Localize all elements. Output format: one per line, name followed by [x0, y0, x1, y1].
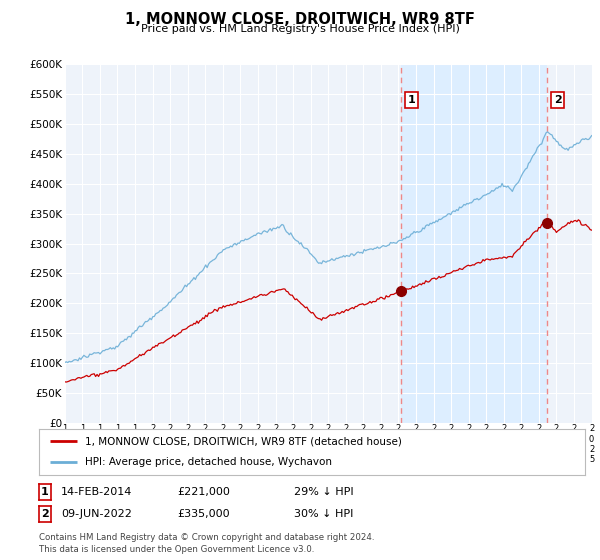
Text: 1, MONNOW CLOSE, DROITWICH, WR9 8TF: 1, MONNOW CLOSE, DROITWICH, WR9 8TF — [125, 12, 475, 27]
Text: 2: 2 — [41, 509, 49, 519]
Text: 09-JUN-2022: 09-JUN-2022 — [61, 509, 132, 519]
Text: 1: 1 — [41, 487, 49, 497]
Text: 14-FEB-2014: 14-FEB-2014 — [61, 487, 133, 497]
Text: Price paid vs. HM Land Registry's House Price Index (HPI): Price paid vs. HM Land Registry's House … — [140, 24, 460, 34]
Text: 1, MONNOW CLOSE, DROITWICH, WR9 8TF (detached house): 1, MONNOW CLOSE, DROITWICH, WR9 8TF (det… — [85, 436, 402, 446]
Text: £221,000: £221,000 — [177, 487, 230, 497]
Text: 30% ↓ HPI: 30% ↓ HPI — [294, 509, 353, 519]
Text: 1: 1 — [407, 95, 415, 105]
Text: £335,000: £335,000 — [177, 509, 230, 519]
Text: 2: 2 — [554, 95, 562, 105]
Text: 29% ↓ HPI: 29% ↓ HPI — [294, 487, 353, 497]
Text: HPI: Average price, detached house, Wychavon: HPI: Average price, detached house, Wych… — [85, 458, 332, 468]
Bar — [401, 64, 547, 423]
Text: Contains HM Land Registry data © Crown copyright and database right 2024.
This d: Contains HM Land Registry data © Crown c… — [39, 533, 374, 554]
